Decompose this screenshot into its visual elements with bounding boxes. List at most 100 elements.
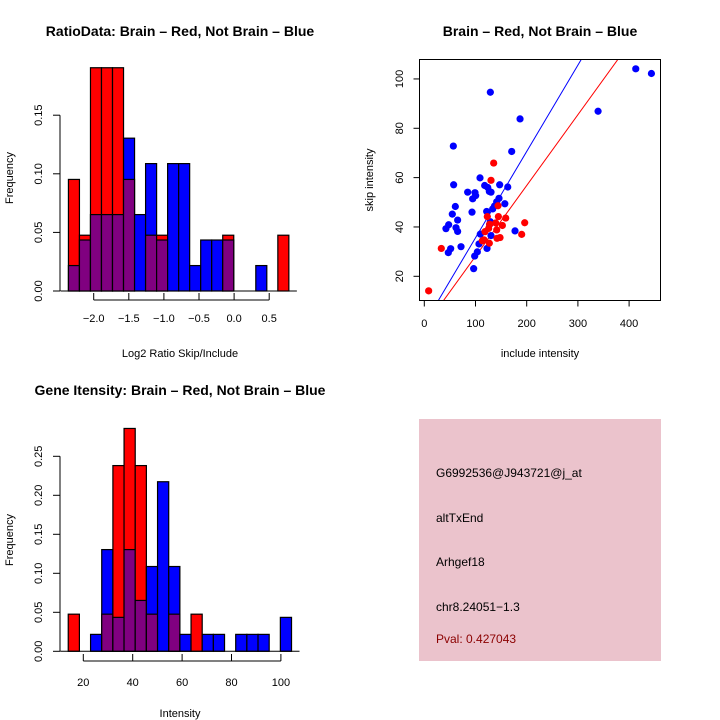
y-tick-label: 0.05 bbox=[33, 602, 45, 623]
x-tick-label: 60 bbox=[176, 677, 188, 689]
y-tick-label: 100 bbox=[394, 70, 406, 88]
gene-intensity-histogram-title: Gene Itensity: Brain – Red, Not Brain – … bbox=[35, 382, 326, 398]
gene-intensity-histogram-xlabel: Intensity bbox=[160, 708, 201, 720]
bar-brain bbox=[67, 613, 80, 652]
y-tick-label: 0.00 bbox=[33, 280, 45, 301]
point-not-brain bbox=[469, 195, 477, 203]
bar-overlap bbox=[89, 213, 103, 292]
y-tick-label: 40 bbox=[394, 221, 406, 233]
bar-not-brain bbox=[179, 633, 192, 652]
x-tick-label: 400 bbox=[620, 318, 638, 330]
intensity-scatter-xlabel: include intensity bbox=[501, 348, 580, 360]
gene-intensity-histogram-ylabel: Frequency bbox=[4, 514, 16, 566]
bar-not-brain bbox=[201, 633, 214, 652]
y-tick-label: 60 bbox=[394, 171, 406, 183]
scatter-content bbox=[425, 59, 656, 301]
point-brain bbox=[437, 244, 445, 253]
point-not-brain bbox=[632, 65, 640, 73]
point-not-brain bbox=[448, 210, 456, 218]
x-tick-label: 200 bbox=[518, 318, 536, 330]
point-brain bbox=[494, 202, 502, 210]
ratio-histogram-ylabel: Frequency bbox=[4, 152, 16, 204]
bar-brain bbox=[190, 613, 203, 652]
bar-not-brain bbox=[156, 481, 170, 652]
intensity-scatter-ylabel: skip intensity bbox=[364, 148, 376, 211]
point-not-brain bbox=[464, 188, 472, 196]
x-tick-label: −0.5 bbox=[188, 313, 210, 325]
point-not-brain bbox=[487, 231, 495, 240]
x-tick-label: −1.0 bbox=[153, 313, 175, 325]
bar-not-brain bbox=[167, 163, 180, 292]
bar-not-brain bbox=[255, 264, 268, 292]
point-not-brain bbox=[501, 200, 509, 208]
info-panel-background bbox=[419, 419, 661, 661]
point-not-brain bbox=[486, 88, 494, 96]
y-tick-label: 0.20 bbox=[33, 485, 45, 506]
point-brain bbox=[502, 214, 510, 222]
x-tick-label: 0.5 bbox=[262, 313, 277, 325]
bar-not-brain bbox=[133, 213, 147, 292]
point-not-brain bbox=[516, 115, 524, 123]
bar-not-brain bbox=[200, 239, 213, 292]
point-not-brain bbox=[496, 181, 504, 189]
point-brain bbox=[498, 221, 506, 230]
bar-overlap bbox=[168, 613, 181, 652]
bar-not-brain bbox=[212, 633, 226, 652]
location-text: chr8.24051−1.3 bbox=[436, 600, 520, 614]
y-tick-label: 80 bbox=[394, 122, 406, 134]
y-tick-label: 0.10 bbox=[33, 563, 45, 584]
ratio-histogram-panel: RatioData: Brain – Red, Not Brain – Blue… bbox=[4, 23, 314, 360]
y-tick-label: 0.05 bbox=[33, 222, 45, 243]
intensity-scatter-panel: Brain – Red, Not Brain – Blue 0 100 200 300… bbox=[364, 23, 661, 360]
pval-text: Pval: 0.427043 bbox=[436, 632, 516, 646]
point-not-brain bbox=[508, 147, 516, 156]
point-brain bbox=[496, 233, 504, 242]
point-not-brain bbox=[444, 249, 452, 257]
point-not-brain bbox=[470, 265, 478, 273]
point-not-brain bbox=[451, 202, 459, 211]
bar-overlap bbox=[101, 613, 114, 652]
x-tick-label: 0 bbox=[421, 318, 427, 330]
point-brain bbox=[485, 239, 493, 247]
point-brain bbox=[521, 219, 529, 227]
point-brain bbox=[494, 212, 502, 221]
y-tick-label: 0.15 bbox=[33, 524, 45, 545]
bar-overlap bbox=[145, 613, 159, 652]
point-brain bbox=[425, 287, 433, 295]
bar-overlap bbox=[100, 213, 114, 292]
bar-overlap bbox=[112, 616, 125, 652]
probe-id-text: G6992536@J943721@j_at bbox=[436, 466, 582, 480]
point-not-brain bbox=[476, 174, 484, 182]
y-tick-label: 0.25 bbox=[33, 446, 45, 467]
gene-intensity-histogram-panel: Gene Itensity: Brain – Red, Not Brain – … bbox=[4, 382, 326, 720]
point-not-brain bbox=[468, 208, 476, 216]
x-tick-label: 100 bbox=[272, 677, 290, 689]
point-brain bbox=[493, 226, 501, 234]
intensity-scatter-axes: 0 100 200 300 400 20 40 60 80 100 bbox=[394, 59, 661, 330]
x-tick-label: 40 bbox=[127, 677, 139, 689]
point-brain bbox=[487, 176, 495, 184]
point-brain bbox=[485, 224, 493, 233]
ratio-histogram-axes: −2.0 −1.5 −1.0 −0.5 0.0 0.5 0.00 0.05 0.10 0.15 bbox=[33, 104, 297, 325]
point-not-brain bbox=[647, 69, 656, 78]
bar-not-brain bbox=[257, 633, 270, 652]
x-tick-label: −1.5 bbox=[118, 313, 140, 325]
fit-line-brain bbox=[442, 59, 619, 301]
point-brain bbox=[492, 219, 500, 227]
y-tick-label: 0.00 bbox=[33, 641, 45, 662]
bar-overlap bbox=[155, 239, 169, 292]
x-tick-label: 80 bbox=[225, 677, 237, 689]
point-not-brain bbox=[449, 142, 457, 150]
bar-not-brain bbox=[279, 616, 293, 652]
point-not-brain bbox=[489, 205, 497, 213]
y-tick-label: 20 bbox=[394, 270, 406, 282]
x-tick-label: 0.0 bbox=[226, 313, 241, 325]
x-tick-label: 300 bbox=[569, 318, 587, 330]
point-not-brain bbox=[504, 183, 512, 191]
y-tick-label: 0.15 bbox=[33, 104, 45, 125]
info-panel: G6992536@J943721@j_at altTxEnd Arhgef18 … bbox=[419, 419, 661, 661]
bar-overlap bbox=[123, 548, 136, 652]
x-tick-label: −2.0 bbox=[83, 313, 105, 325]
